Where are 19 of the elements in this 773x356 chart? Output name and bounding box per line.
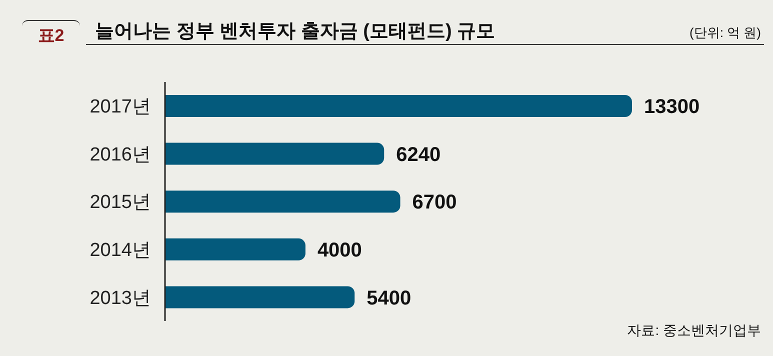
data-label: 4000 — [317, 240, 362, 262]
y-tick-label: 2013년 — [90, 288, 151, 309]
data-label: 13300 — [644, 96, 700, 118]
y-tick-label: 2015년 — [90, 192, 151, 214]
text: (단위: 억 원) — [690, 24, 761, 42]
text: 표2 — [22, 20, 80, 47]
data-label: 6240 — [396, 144, 441, 166]
y-tick-label: 2017년 — [90, 96, 151, 118]
bar — [165, 238, 306, 260]
data-label: 6700 — [412, 192, 457, 214]
y-tick-label: 2014년 — [90, 240, 151, 262]
bar — [165, 286, 355, 308]
data-label: 5400 — [366, 287, 412, 310]
chart-title: 늘어나는 정부 벤처투자 출자금 (모태펀드) 규모 — [95, 20, 496, 44]
bar — [165, 190, 400, 213]
bar — [165, 95, 632, 117]
bar — [165, 142, 384, 165]
text: 자료: 중소벤처기업부 — [627, 322, 761, 340]
y-tick-label: 2016년 — [90, 144, 151, 166]
